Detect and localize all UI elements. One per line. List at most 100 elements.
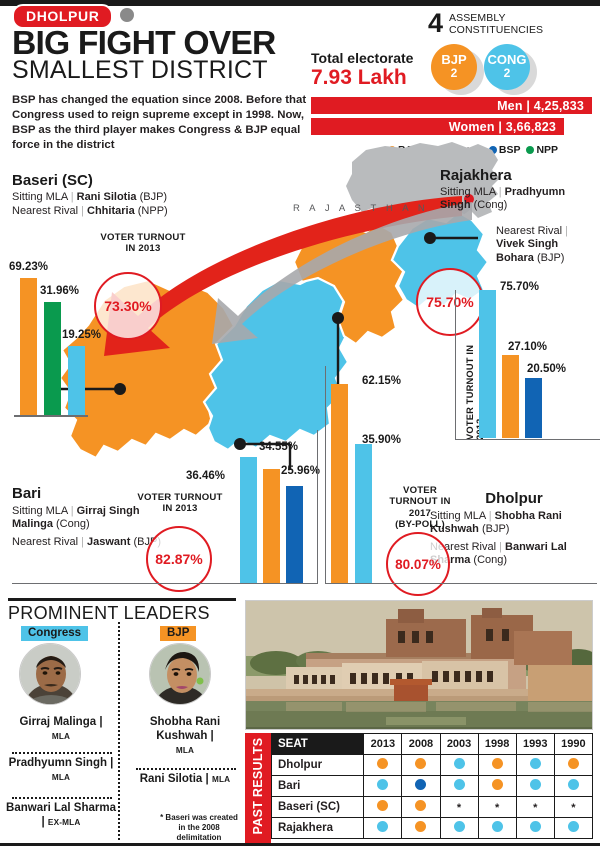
bari-bar-label-bsp: 25.96% xyxy=(281,465,321,477)
bari-sep-1: | xyxy=(70,505,74,517)
rajakhera-chart-frame xyxy=(455,290,600,440)
table-cell-result xyxy=(401,775,441,797)
header-year-1998: 1998 xyxy=(477,733,517,755)
winner-dot-congress xyxy=(529,779,541,790)
rajakhera-sitting-mla: Sitting MLA | Pradhyumn Singh (Cong) xyxy=(440,186,596,213)
dholpur-chart-frame xyxy=(325,366,597,584)
table-cell-result xyxy=(553,775,594,797)
winner-dot-congress xyxy=(377,821,389,832)
legend-label-bsp: BSP xyxy=(498,144,521,156)
winner-dot-bjp xyxy=(415,800,427,811)
baseri-sitting-party: (BJP) xyxy=(139,191,168,203)
baseri-bar-bjp xyxy=(20,278,37,415)
bari-bar-label-bjp: 34.55% xyxy=(259,441,299,453)
avatar-shobha-rani-image xyxy=(150,644,210,704)
table-row: Rajakhera xyxy=(270,817,594,839)
legend-item-npp: NPP xyxy=(526,144,558,156)
rajakhera-sitting-name: Pradhyumn Singh xyxy=(440,186,566,212)
dholpur-fort-photo xyxy=(245,600,593,730)
table-cell-result xyxy=(439,775,479,797)
leader-2-role: EX-MLA xyxy=(47,817,81,827)
bari-chart-frame xyxy=(12,430,318,584)
bari-sep-2: | xyxy=(81,535,84,548)
leaders-column-divider xyxy=(118,622,120,840)
total-electorate-label: Total electorate xyxy=(311,50,414,66)
table-body: Dholpur Bari Baseri (SC) * * * * Rajakhera xyxy=(270,754,594,839)
table-row: Dholpur xyxy=(270,754,594,776)
past-results-table: SEAT 2013 2008 2003 1998 1993 1990 Dholp… xyxy=(270,733,594,839)
winner-dot-congress xyxy=(453,779,465,790)
leader-4-name: Rani Silotia | xyxy=(139,773,209,785)
rajakhera-bar-bsp xyxy=(525,378,542,438)
women-label: Women xyxy=(448,120,495,134)
winner-dot-bjp xyxy=(415,821,427,832)
table-cell-result: * xyxy=(515,796,555,818)
winner-dot-congress xyxy=(491,821,503,832)
baseri-bar-npp xyxy=(44,302,61,415)
baseri-rival-name: Chhitaria xyxy=(87,205,135,218)
men-sep: | xyxy=(526,99,534,113)
total-electorate-value: 7.93 Lakh xyxy=(311,66,407,89)
leader-3-name: Shobha Rani Kushwah | xyxy=(149,716,221,742)
dholpur-turnout-caption-l4: (BY-POLL) xyxy=(395,518,445,530)
baseri-nearest-rival: Nearest Rival | Chhitaria (NPP) xyxy=(12,205,222,218)
women-value: 3,66,823 xyxy=(505,120,556,134)
bari-bar-cong xyxy=(240,457,257,584)
baseri-bar-baseline xyxy=(14,415,88,417)
baseri-sep-2: | xyxy=(81,205,84,218)
rajakhera-bar-cong xyxy=(479,290,496,438)
dholpur-turnout-caption-l3: 2017 xyxy=(408,507,432,519)
baseri-rival-label: Nearest Rival xyxy=(12,205,79,218)
bottom-divider xyxy=(0,843,600,846)
men-label: Men xyxy=(497,99,523,113)
header-year-1990: 1990 xyxy=(553,733,594,755)
badge-shadow-dot xyxy=(120,8,134,22)
table-cell-result xyxy=(363,817,403,839)
table-cell-result xyxy=(515,817,555,839)
avatar-girraj-malinga-image xyxy=(20,644,80,704)
rajakhera-bar-chart xyxy=(479,290,542,438)
no-data-star: * xyxy=(456,802,462,814)
leaders-cong-divider-2 xyxy=(12,797,112,799)
women-electorate-bar: Women | 3,66,823 xyxy=(311,118,564,135)
rajakhera-info-block: Rajakhera Sitting MLA | Pradhyumn Singh … xyxy=(440,167,596,213)
dholpur-turnout-caption-l1: VOTER xyxy=(402,485,438,496)
rajakhera-sitting-label: Sitting MLA xyxy=(440,186,496,198)
past-results-spine: PAST RESULTS xyxy=(245,733,271,843)
bjp-seat-count: 2 xyxy=(450,65,458,80)
winner-dot-bjp xyxy=(491,779,503,790)
leader-1-name: Pradhyumn Singh | xyxy=(8,757,114,769)
headline-line-2: SMALLEST DISTRICT xyxy=(12,56,268,84)
dholpur-bar-bjp xyxy=(331,384,348,584)
rajakhera-rival-name: Vivek Singh Bohara xyxy=(496,238,559,264)
no-data-star: * xyxy=(495,802,500,814)
baseri-sep-1: | xyxy=(70,191,74,203)
winner-dot-bjp xyxy=(377,758,389,769)
dholpur-rival-party: (Cong) xyxy=(473,554,508,567)
winner-dot-congress xyxy=(529,821,541,832)
bari-name: Bari xyxy=(12,485,42,502)
table-cell-result xyxy=(477,775,517,797)
dholpur-sep-2: | xyxy=(499,540,502,553)
dholpur-turnout-caption: VOTER TURNOUT IN 2017 (BY-POLL) xyxy=(372,485,468,530)
cong-seat-circle: CONG 2 xyxy=(484,44,530,90)
leader-name-pradhyumn-singh: Pradhyumn Singh | MLA xyxy=(6,757,116,785)
baseri-info-block: Baseri (SC) Sitting MLA | Rani Silotia (… xyxy=(12,172,222,220)
bari-bar-label-cong: 36.46% xyxy=(186,470,226,482)
baseri-turnout-caption: VOTER TURNOUT IN 2013 xyxy=(83,232,203,255)
rajakhera-bar-bjp xyxy=(502,355,519,438)
table-cell-result xyxy=(363,775,403,797)
table-cell-result xyxy=(553,817,594,839)
bari-bar-bsp xyxy=(286,486,303,584)
dholpur-sitting-name: Shobha Rani Kushwah xyxy=(430,510,562,536)
dateline-badge: DHOLPUR xyxy=(12,4,114,29)
baseri-bar-label-bjp: 69.23% xyxy=(9,261,49,273)
leader-name-girraj-malinga: Girraj Malinga | MLA xyxy=(6,716,116,744)
rajakhera-bar-label-bsp: 20.50% xyxy=(527,363,567,375)
winner-dot-bjp xyxy=(415,758,427,769)
fort-photo-image xyxy=(246,601,592,729)
winner-dot-congress xyxy=(377,779,389,790)
baseri-sitting-label: Sitting MLA xyxy=(12,191,68,203)
winner-dot-congress xyxy=(453,821,465,832)
